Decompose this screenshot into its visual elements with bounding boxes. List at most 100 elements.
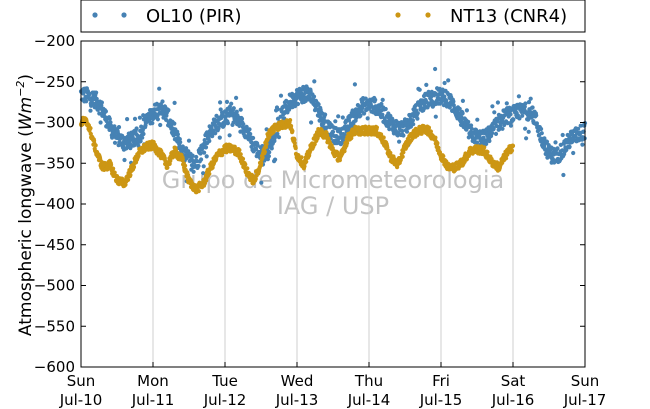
data-point	[178, 140, 183, 145]
data-point	[539, 126, 544, 132]
data-point	[571, 150, 576, 156]
data-point	[415, 111, 420, 116]
data-point	[248, 131, 253, 137]
data-point	[560, 132, 565, 138]
data-point	[103, 109, 108, 114]
data-point	[184, 146, 189, 151]
data-point	[289, 123, 294, 129]
data-point	[131, 164, 137, 169]
data-point	[442, 80, 447, 86]
data-point	[387, 127, 392, 132]
watermark: Grupo de Micrometeorologia IAG / USP	[162, 166, 504, 220]
data-point	[534, 121, 540, 126]
data-point	[304, 159, 309, 164]
data-point	[528, 96, 533, 101]
legend: OL10 (PIR) NT13 (CNR4)	[80, 0, 586, 33]
data-point	[276, 135, 282, 140]
data-point	[128, 172, 133, 178]
y-axis-label-main: Atmospheric longwave	[16, 142, 36, 336]
data-point	[263, 145, 268, 150]
plot-frame	[80, 40, 586, 368]
data-point	[495, 100, 500, 105]
data-point	[411, 122, 416, 127]
data-point	[94, 90, 99, 95]
data-point	[451, 99, 456, 104]
data-point	[335, 150, 340, 155]
data-point	[213, 131, 218, 136]
data-point	[451, 103, 456, 108]
legend-marker-nt13	[395, 12, 431, 18]
data-point	[522, 104, 527, 109]
data-point	[93, 143, 98, 148]
data-point	[123, 182, 128, 187]
data-point	[157, 86, 162, 91]
data-point	[508, 112, 513, 117]
data-point	[352, 82, 357, 87]
legend-marker-ol10	[92, 12, 127, 18]
data-point	[561, 172, 566, 178]
data-point	[385, 145, 390, 150]
data-point	[397, 139, 402, 144]
data-point	[247, 127, 252, 132]
data-point	[464, 108, 469, 113]
data-point	[88, 126, 93, 131]
data-point	[345, 141, 350, 146]
data-point	[353, 131, 358, 136]
x-tick-label-day: Mon	[137, 372, 169, 390]
x-tick-label-day: Sat	[501, 372, 526, 390]
data-point	[241, 122, 246, 127]
x-tick-label-date: Jul-13	[275, 391, 319, 409]
data-point	[511, 117, 516, 122]
data-point	[172, 121, 177, 126]
data-point	[186, 138, 192, 143]
data-point	[198, 151, 203, 156]
x-tick-label-day: Thu	[354, 372, 383, 390]
data-point	[275, 131, 280, 136]
data-point	[360, 105, 365, 111]
data-point	[576, 126, 581, 131]
data-point	[311, 94, 317, 99]
y-tick-label: −200	[34, 32, 75, 50]
data-point	[234, 109, 239, 114]
data-point	[526, 100, 532, 105]
data-point	[393, 124, 398, 129]
data-point	[267, 150, 272, 155]
data-point	[362, 111, 367, 116]
data-point	[447, 105, 452, 110]
grid-lines	[152, 41, 514, 367]
data-point	[426, 125, 431, 130]
data-point	[491, 126, 496, 131]
data-point	[490, 131, 495, 136]
data-point	[191, 169, 196, 174]
x-tick-label-day: Fri	[432, 372, 450, 390]
data-point	[224, 99, 230, 104]
data-point	[237, 148, 242, 153]
data-point	[321, 121, 326, 126]
y-tick-label: −250	[34, 73, 75, 91]
data-point	[469, 123, 474, 128]
data-point	[139, 124, 144, 129]
data-point	[245, 166, 250, 171]
data-point	[229, 101, 234, 106]
x-tick-label-date: Jul-16	[491, 391, 535, 409]
data-point	[466, 119, 471, 124]
data-point	[302, 164, 307, 169]
data-point	[160, 99, 165, 104]
data-point	[140, 135, 145, 140]
data-point	[520, 113, 525, 118]
x-tick-label-day: Sun	[67, 372, 96, 390]
legend-label-nt13: NT13 (CNR4)	[450, 6, 567, 27]
data-point	[487, 138, 492, 144]
data-point	[202, 138, 207, 143]
y-tick-label: −400	[34, 195, 75, 213]
data-point	[112, 170, 117, 175]
data-point	[172, 100, 177, 105]
data-point	[508, 123, 514, 128]
data-point	[112, 124, 117, 129]
data-point	[165, 165, 170, 170]
data-point	[330, 129, 336, 134]
data-point	[349, 136, 354, 141]
y-tick-label: −600	[34, 358, 75, 376]
watermark-line-2: IAG / USP	[277, 192, 389, 220]
